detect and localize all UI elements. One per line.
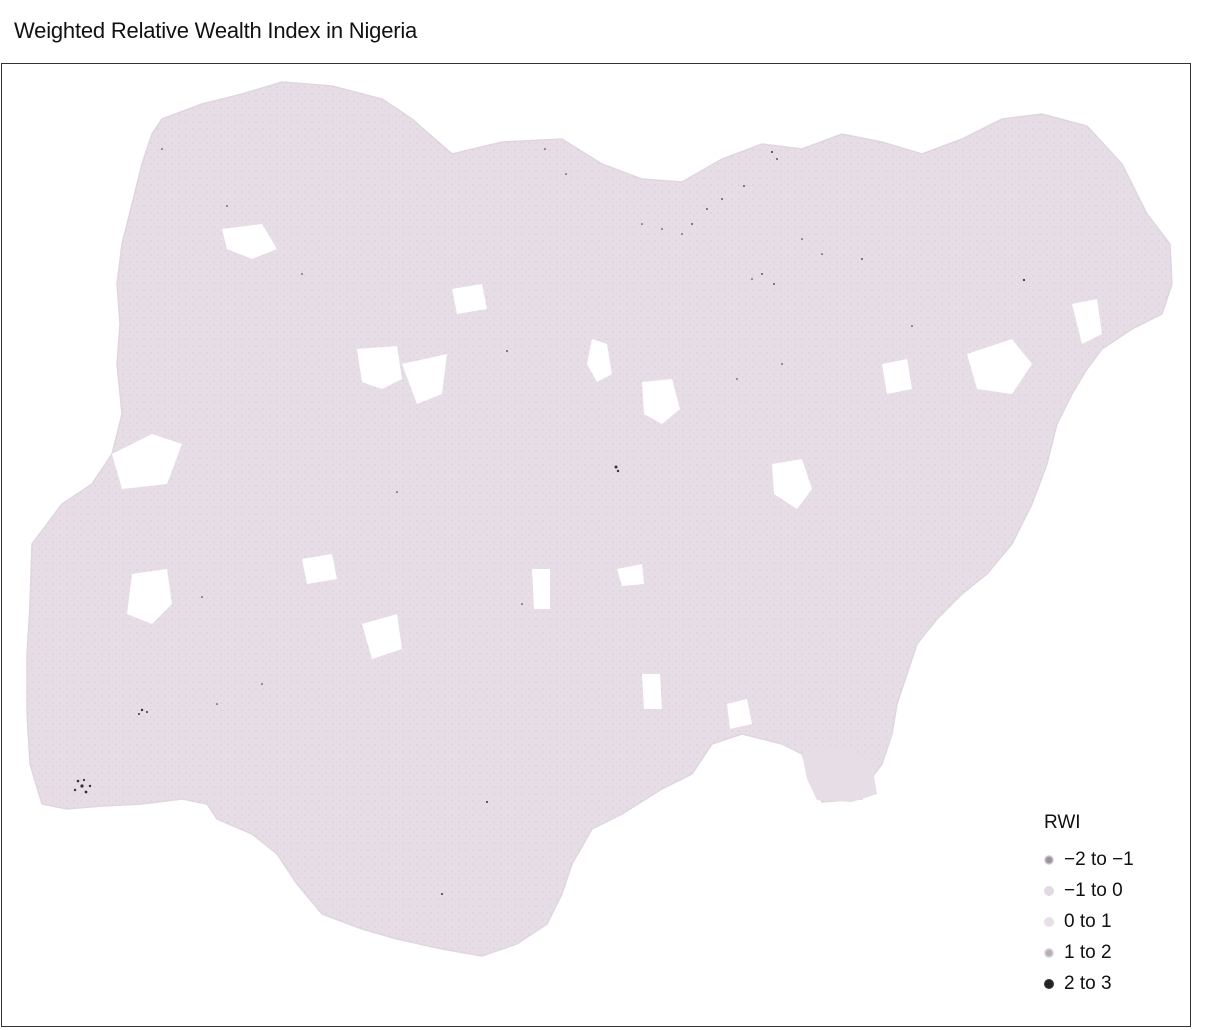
southeast-lobe xyxy=(802,744,877,802)
legend-key xyxy=(1040,851,1058,869)
sparse-areas xyxy=(112,224,1102,729)
map-title: Weighted Relative Wealth Index in Nigeri… xyxy=(14,18,418,43)
legend-key xyxy=(1040,944,1058,962)
legend-swatch xyxy=(1044,978,1054,989)
legend-swatch xyxy=(1044,916,1054,927)
map-panel xyxy=(1,63,1191,1027)
legend-item: 0 to 1 xyxy=(1040,906,1180,937)
legend-key xyxy=(1040,882,1058,900)
nigeria-map xyxy=(26,81,1173,957)
legend-label: 2 to 3 xyxy=(1064,972,1112,994)
legend-key xyxy=(1040,913,1058,931)
legend-key xyxy=(1040,975,1058,993)
country-texture xyxy=(27,82,1172,956)
legend-item: −2 to −1 xyxy=(1040,844,1180,875)
legend-items: −2 to −1 −1 to 0 0 to 1 1 to 2 2 to 3 xyxy=(1040,844,1180,999)
legend-item: −1 to 0 xyxy=(1040,875,1180,906)
rwi-speckles xyxy=(73,148,1026,895)
legend-item: 1 to 2 xyxy=(1040,937,1180,968)
legend-item: 2 to 3 xyxy=(1040,968,1180,999)
legend-label: −1 to 0 xyxy=(1064,879,1123,901)
legend-swatch xyxy=(1044,947,1054,958)
legend-swatch xyxy=(1044,885,1054,896)
legend-label: 0 to 1 xyxy=(1064,910,1112,932)
legend-swatch xyxy=(1044,854,1054,865)
legend-title: RWI xyxy=(1044,812,1081,833)
legend-label: −2 to −1 xyxy=(1064,848,1134,870)
legend-label: 1 to 2 xyxy=(1064,941,1112,963)
map-legend: RWI −2 to −1 −1 to 0 0 to 1 1 to 2 2 to 3 xyxy=(1040,812,1180,999)
